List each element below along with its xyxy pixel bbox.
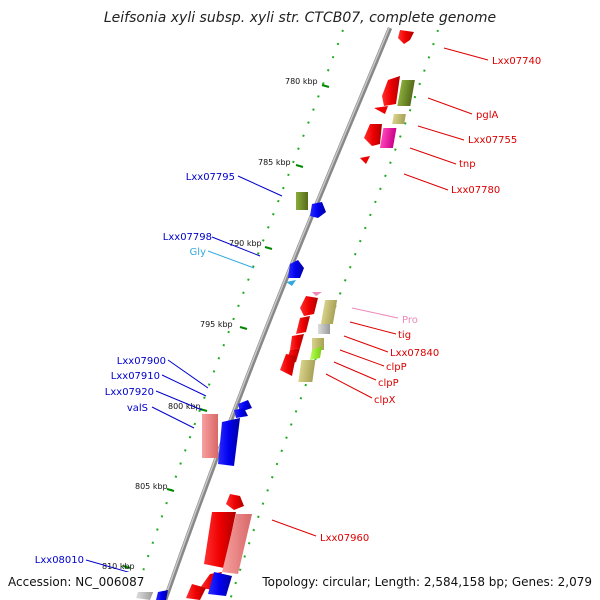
gene-label-lxx07840: Lxx07840 <box>390 348 439 359</box>
gene-label-clpx: clpX <box>374 395 396 406</box>
accession-bg <box>4 572 154 592</box>
tick-label: 785 kbp <box>258 158 291 167</box>
genome-backbone-highlight <box>163 27 390 600</box>
gene-label-clpp-1: clpP <box>386 362 407 373</box>
tick-label: 810 kbp <box>102 562 135 571</box>
gene-label-tnp: tnp <box>459 159 476 170</box>
leader-lines <box>85 47 489 577</box>
outer-dotted-ring <box>229 29 439 600</box>
gene-label-lxx07780: Lxx07780 <box>451 185 500 196</box>
gene-label-lxx07900: Lxx07900 <box>117 356 166 367</box>
gene-label-clpp-2: clpP <box>378 378 399 389</box>
genome-backbone <box>162 27 393 600</box>
gene-label-lxx08010: Lxx08010 <box>35 555 84 566</box>
gene-features <box>136 30 415 600</box>
tick-label: 790 kbp <box>229 239 262 248</box>
gene-label-pro: Pro <box>402 315 418 326</box>
accession-text: Accession: NC_006087 <box>8 575 144 589</box>
gene-label-lxx07798: Lxx07798 <box>163 232 212 243</box>
gene-label-pgla: pglA <box>476 110 498 121</box>
tick-label: 800 kbp <box>168 402 201 411</box>
tick-label: 805 kbp <box>135 482 168 491</box>
gene-label-lxx07910: Lxx07910 <box>111 371 160 382</box>
inner-dotted-ring <box>139 29 344 581</box>
gene-label-lxx07740: Lxx07740 <box>492 56 541 67</box>
gene-label-lxx07960: Lxx07960 <box>320 533 369 544</box>
tick-marks <box>122 84 330 569</box>
gene-label-vals: valS <box>127 403 148 414</box>
gene-label-lxx07920: Lxx07920 <box>105 387 154 398</box>
gene-label-lxx07795: Lxx07795 <box>186 172 235 183</box>
summary-bg <box>256 572 596 592</box>
genome-summary-text: Topology: circular; Length: 2,584,158 bp… <box>261 575 592 589</box>
gene-label-gly: Gly <box>190 247 207 258</box>
map-title: Leifsonia xyli subsp. xyli str. CTCB07, … <box>104 10 496 26</box>
gene-label-lxx07755: Lxx07755 <box>468 135 517 146</box>
tick-label: 780 kbp <box>285 77 318 86</box>
gene-label-tig: tig <box>398 330 411 341</box>
tick-label: 795 kbp <box>200 320 233 329</box>
